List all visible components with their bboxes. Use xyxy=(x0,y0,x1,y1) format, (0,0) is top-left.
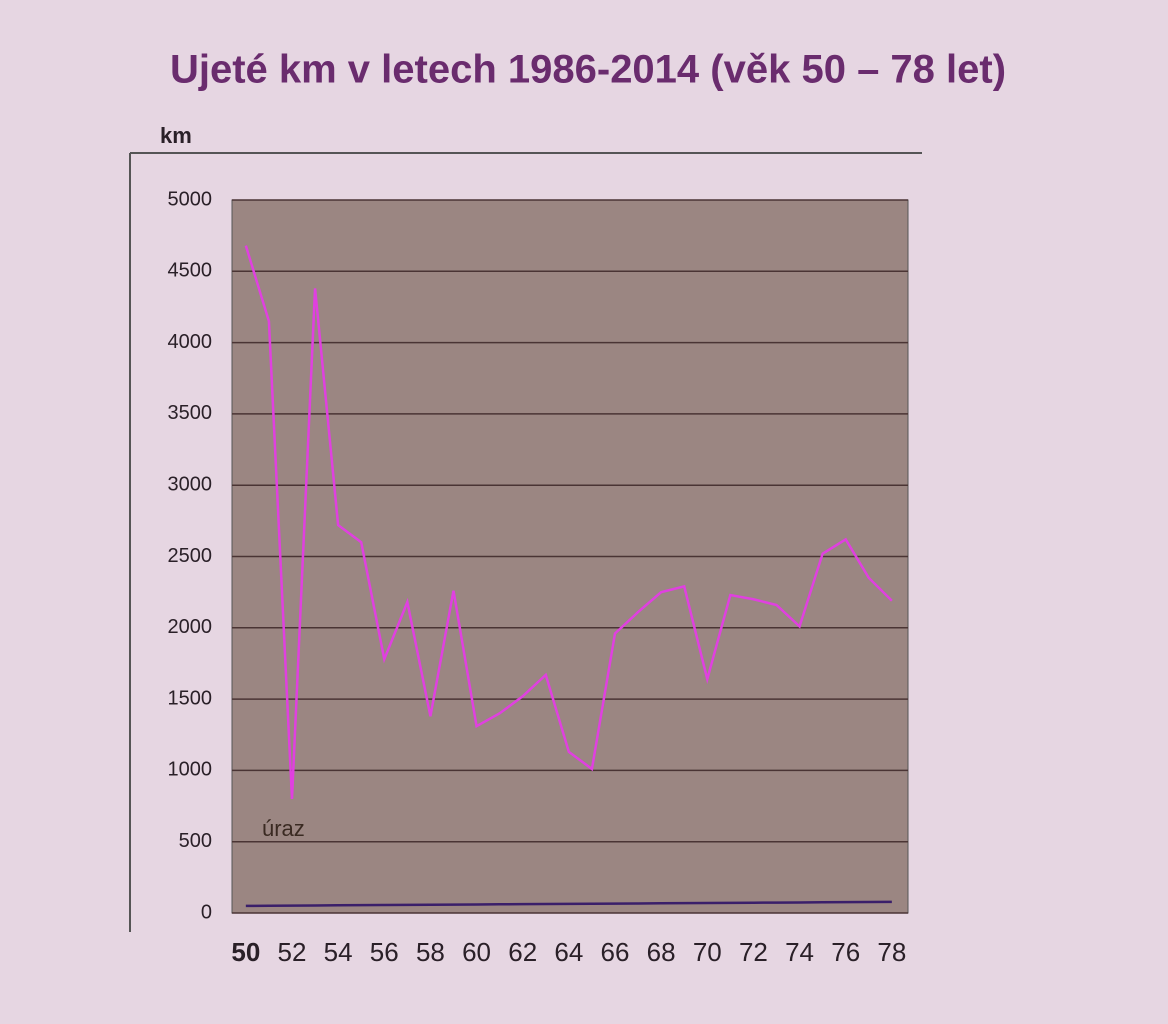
y-tick-label: 5000 xyxy=(168,188,213,210)
y-axis-label: km xyxy=(160,123,192,148)
y-tick-label: 3000 xyxy=(168,473,213,495)
y-tick-label: 2500 xyxy=(168,545,213,567)
x-tick-label: 52 xyxy=(278,937,307,967)
x-tick-label: 70 xyxy=(693,937,722,967)
x-tick-label: 60 xyxy=(462,937,491,967)
x-tick-label: 64 xyxy=(554,937,583,967)
x-tick-label: 56 xyxy=(370,937,399,967)
y-tick-label: 2000 xyxy=(168,616,213,638)
y-tick-label: 1000 xyxy=(168,759,213,781)
y-tick-label: 4000 xyxy=(168,331,213,353)
x-tick-label: 74 xyxy=(785,937,814,967)
x-tick-label: 76 xyxy=(831,937,860,967)
y-tick-label: 0 xyxy=(201,901,212,923)
y-tick-label: 3500 xyxy=(168,402,213,424)
y-tick-label: 500 xyxy=(179,830,212,852)
y-tick-label: 1500 xyxy=(168,687,213,709)
x-tick-label: 62 xyxy=(508,937,537,967)
x-tick-label: 78 xyxy=(877,937,906,967)
x-tick-label: 68 xyxy=(647,937,676,967)
x-tick-label: 50 xyxy=(231,937,260,967)
x-tick-label: 54 xyxy=(324,937,353,967)
x-tick-label: 66 xyxy=(601,937,630,967)
data-line xyxy=(245,900,892,908)
data-line xyxy=(244,245,893,799)
chart-title: Ujeté km v letech 1986-2014 (věk 50 – 78… xyxy=(170,48,1006,92)
x-tick-label: 58 xyxy=(416,937,445,967)
annotation: úraz xyxy=(262,816,305,841)
y-tick-label: 4500 xyxy=(168,260,213,282)
x-tick-label: 72 xyxy=(739,937,768,967)
